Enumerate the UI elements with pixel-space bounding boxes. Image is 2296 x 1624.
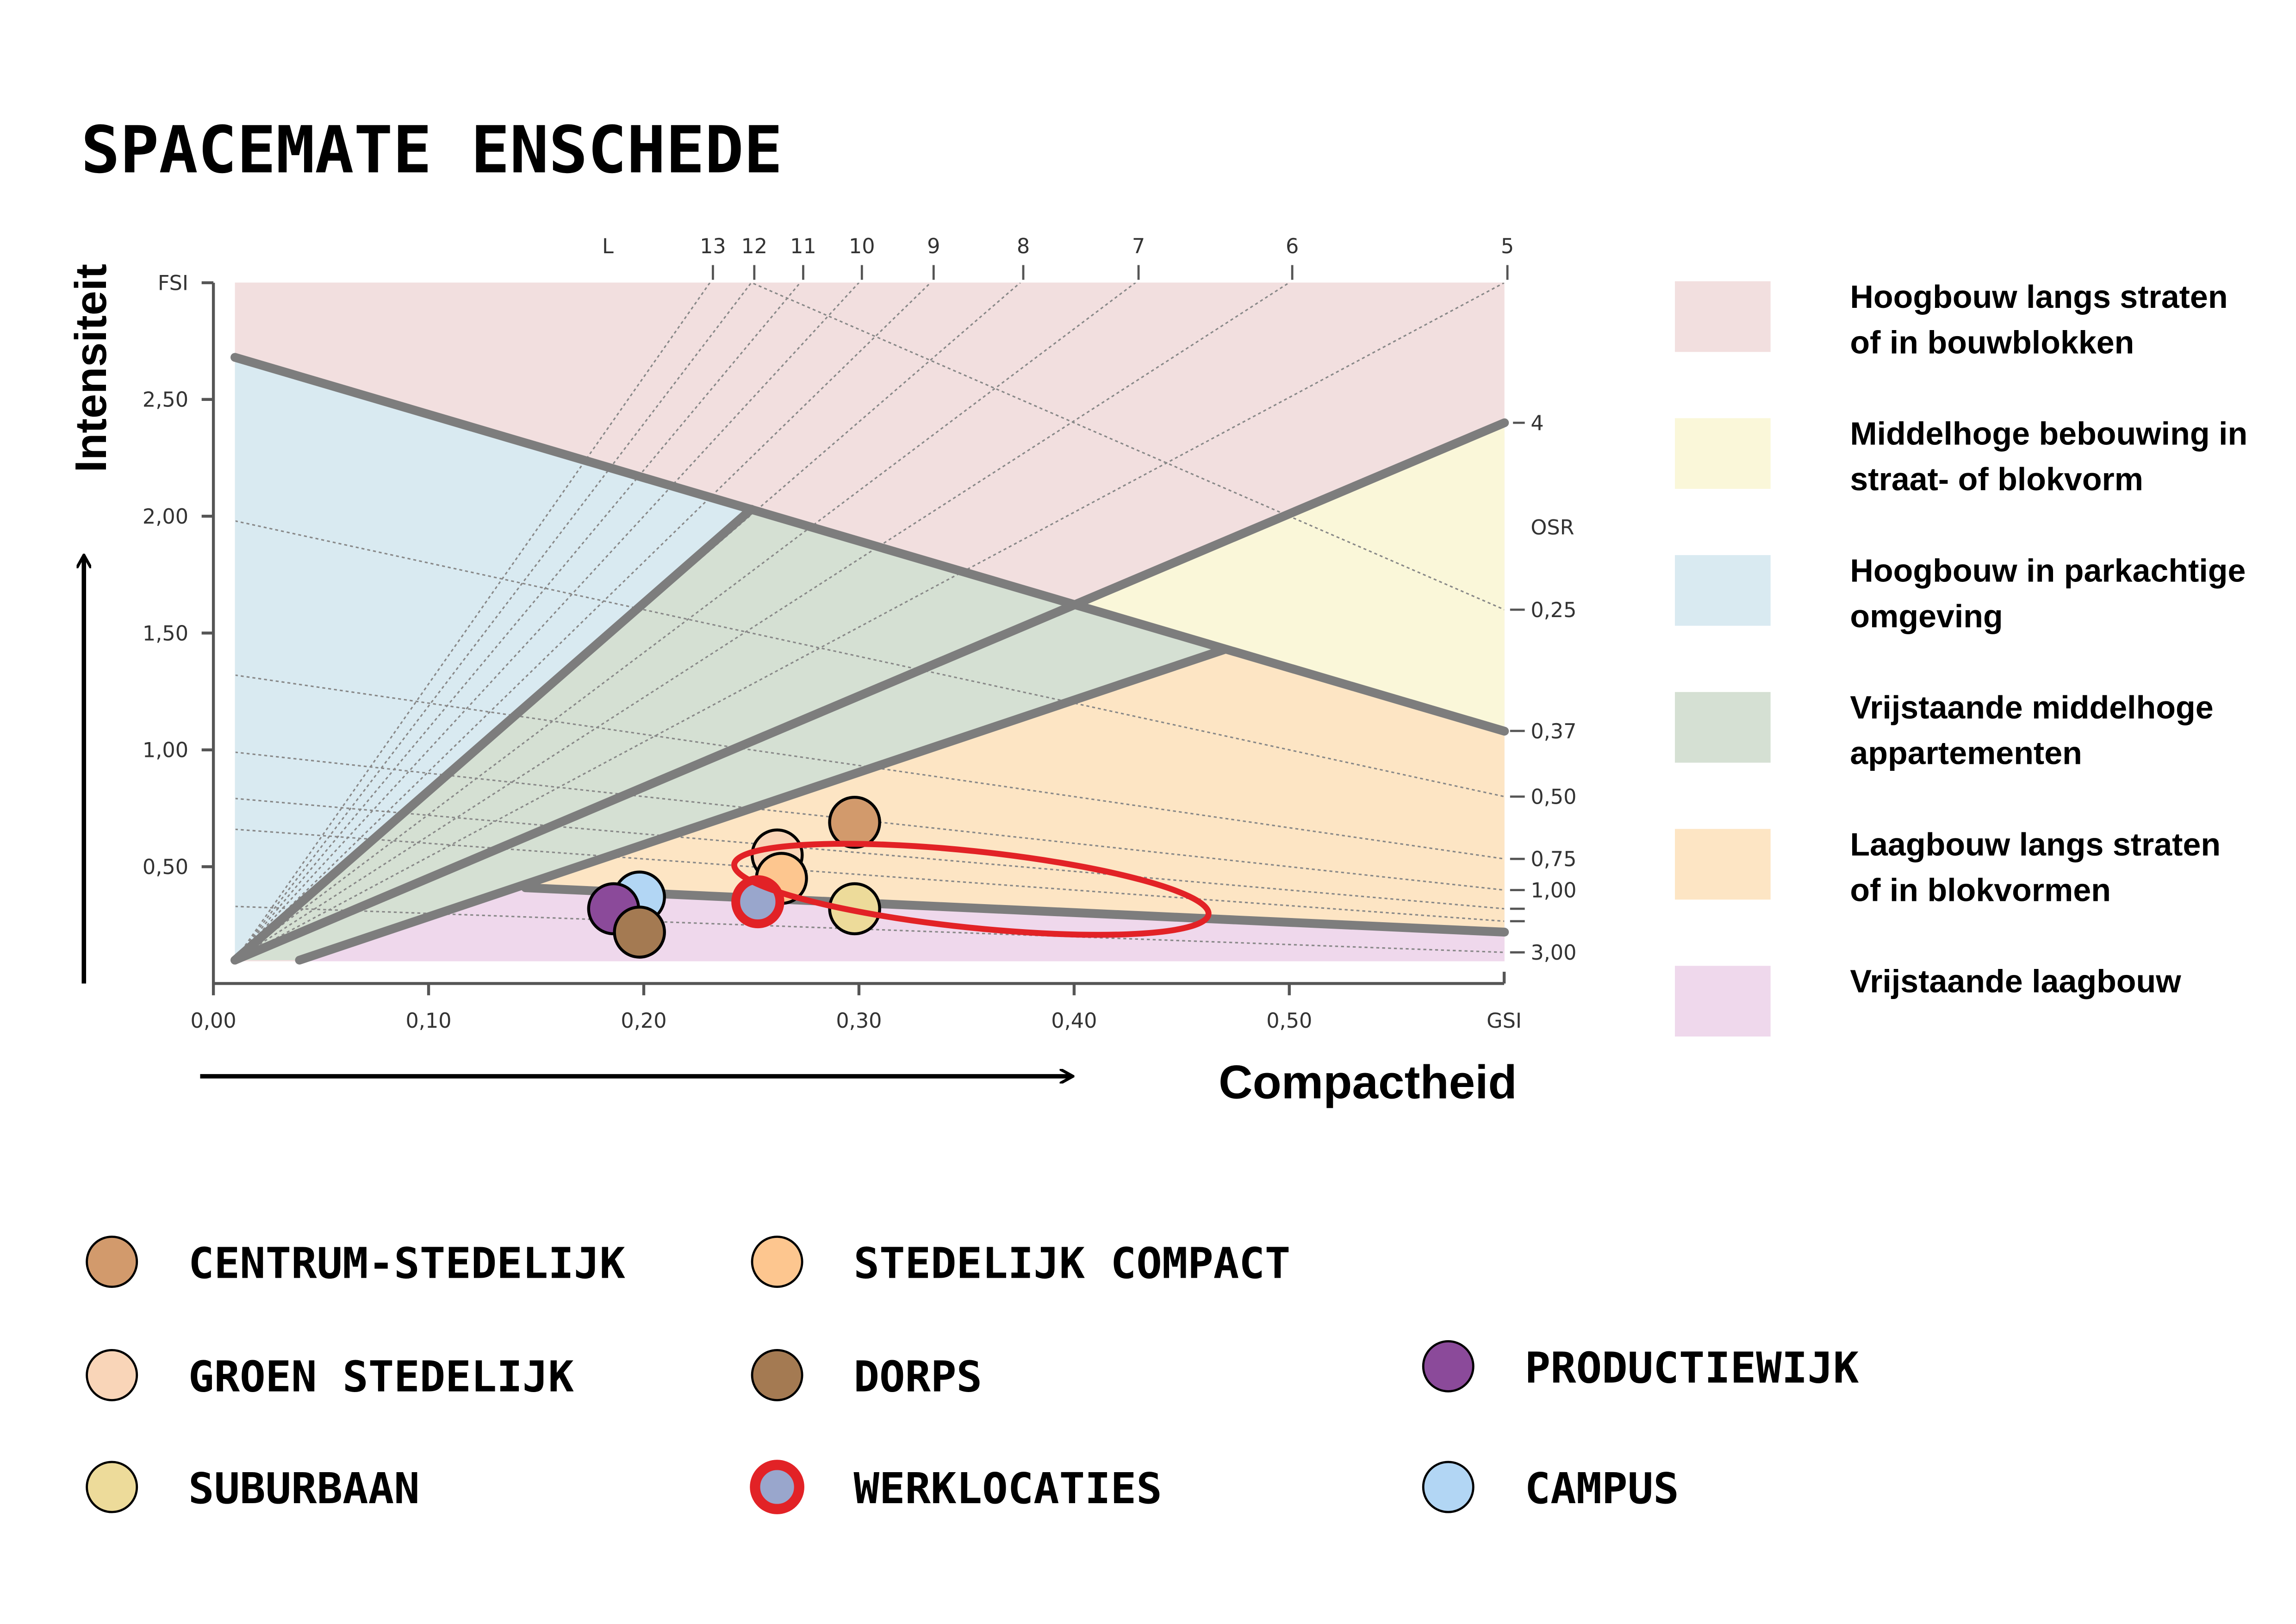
x-tick-label: 0,40: [1051, 1009, 1097, 1033]
y-axis-label: Intensiteit: [67, 264, 116, 473]
x-tick-label: 0,50: [1266, 1009, 1312, 1033]
region-boundary-line: [230, 505, 756, 965]
l-gridline: [235, 282, 1290, 961]
axes: 0,00 0,10 0,20 0,30 0,40 0,50 GSI 0,50 1,00 1,50 2…: [143, 235, 1577, 1033]
l-tick-label: 9: [927, 235, 940, 258]
osr-tick-label: 3,00: [1531, 941, 1576, 965]
x-tick-label: 0,20: [621, 1009, 666, 1033]
region-legend-swatch: [1674, 555, 1771, 626]
legend-label: GROEN STEDELIJK: [188, 1351, 574, 1401]
l-tick-label: 11: [790, 235, 816, 258]
l-gridline: [235, 282, 752, 961]
legend-label: STEDELIJK COMPACT: [853, 1238, 1290, 1288]
region-legend-label: Hoogbouw langs straten: [1850, 279, 2228, 315]
region-legend-label: Hoogbouw in parkachtige: [1850, 552, 2246, 588]
osr-gridline: [235, 828, 1505, 922]
page-title: SPACEMATE ENSCHEDE: [81, 112, 783, 187]
region-legend-label: straat- of blokvorm: [1850, 461, 2143, 497]
osr-tick-label: 0,37: [1531, 720, 1576, 743]
series-legend: CENTRUM-STEDELIJK GROEN STEDELIJK SUBURBAA…: [86, 1236, 1859, 1514]
region-legend-label: Middelhoge bebouwing in: [1850, 416, 2247, 452]
region-boundary-line: [521, 883, 1509, 937]
legend-marker: [86, 1461, 138, 1513]
osr-gridline: [235, 674, 1505, 860]
legend-label: WERKLOCATIES: [853, 1463, 1162, 1513]
region-legend-label: of in bouwblokken: [1850, 324, 2134, 360]
l-axis-name: L: [602, 235, 614, 258]
l-tick-label: 10: [849, 235, 875, 258]
region-boundary-line: [230, 418, 1509, 965]
osr-tick-label: 1,00: [1531, 879, 1576, 903]
l-tick-label: 6: [1286, 235, 1299, 258]
point-centrum-stedelijk: [828, 796, 881, 849]
l-right-tick-label: 4: [1531, 412, 1543, 435]
l-tick-label: 12: [741, 235, 767, 258]
osr-axis-name: OSR: [1531, 516, 1574, 540]
legend-marker: [750, 1460, 804, 1514]
l-tick-label: 13: [700, 235, 726, 258]
region-legend-swatch: [1674, 418, 1771, 489]
y-tick-label: 2,50: [143, 388, 188, 412]
x-tick-label: 0,10: [405, 1009, 451, 1033]
osr-gridline: [235, 798, 1505, 910]
region-legend-swatch: [1674, 966, 1771, 1037]
region-legend-label: appartementen: [1850, 735, 2082, 771]
l-gridline: [235, 282, 1505, 961]
l-gridline: [235, 282, 860, 961]
y-tick-label: 0,50: [143, 856, 188, 879]
x-tick-label: 0,30: [836, 1009, 882, 1033]
legend-marker: [86, 1236, 138, 1288]
legend-marker: [86, 1349, 138, 1401]
legend-label: PRODUCTIEWIJK: [1525, 1343, 1859, 1393]
region-boundaries: [230, 353, 1509, 965]
region-legend-swatch: [1674, 692, 1771, 763]
l-tick-label: 8: [1017, 235, 1030, 258]
l-gridline: [235, 282, 711, 961]
y-tick-label: 2,00: [143, 505, 188, 529]
x-tick-label: 0,00: [191, 1009, 236, 1033]
osr-gridline: [235, 520, 1505, 798]
region-legend-swatch: [1674, 281, 1771, 352]
l-tick-label: 5: [1501, 235, 1514, 258]
osr-tick-label: 0,25: [1531, 599, 1576, 622]
legend-label: DORPS: [853, 1351, 982, 1401]
region-legend-swatch: [1674, 829, 1771, 900]
highlight-ellipse: [731, 841, 1212, 938]
y-tick-label: 1,00: [143, 739, 188, 762]
legend-marker: [751, 1236, 803, 1288]
region-legend-label: Laagbouw langs straten: [1850, 826, 2221, 862]
legend-marker: [1422, 1340, 1475, 1393]
osr-tick-label: 0,75: [1531, 848, 1576, 871]
region-legend-label: of in blokvormen: [1850, 872, 2111, 908]
legend-label: CENTRUM-STEDELIJK: [188, 1238, 625, 1288]
region-boundary-line: [230, 353, 1509, 736]
x-axis-name: GSI: [1487, 1009, 1522, 1033]
region-legend-label: Vrijstaande laagbouw: [1850, 963, 2181, 999]
x-axis-label: Compactheid: [1219, 1056, 1517, 1109]
region-legend-label: Vrijstaande middelhoge: [1850, 689, 2213, 725]
region-boundary-line: [295, 645, 1229, 965]
legend-label: SUBURBAAN: [188, 1463, 420, 1513]
y-tick-label: 1,50: [143, 622, 188, 645]
region-legend: Hoogbouw langs straten of in bouwblokken M…: [1674, 279, 2247, 1037]
region-legend-label: omgeving: [1850, 598, 2003, 634]
legend-marker: [1422, 1461, 1475, 1513]
legend-marker: [751, 1349, 803, 1401]
point-dorps: [613, 906, 666, 959]
legend-label: CAMPUS: [1525, 1463, 1679, 1513]
l-gridline: [235, 282, 932, 961]
y-axis-name: FSI: [158, 272, 188, 295]
l-tick-label: 7: [1132, 235, 1145, 258]
region-middelhoog-straat: [1074, 423, 1505, 731]
osr-tick-label: 0,50: [1531, 786, 1576, 809]
